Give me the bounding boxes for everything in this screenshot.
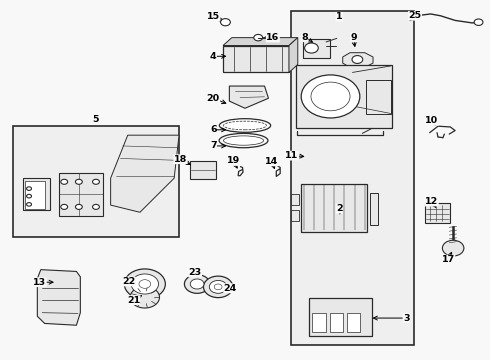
Bar xyxy=(292,12,414,345)
Circle shape xyxy=(139,280,151,288)
Bar xyxy=(369,193,378,225)
Circle shape xyxy=(61,179,68,184)
Polygon shape xyxy=(289,38,298,72)
Bar xyxy=(292,211,299,221)
Circle shape xyxy=(220,19,230,26)
Text: 19: 19 xyxy=(227,157,240,166)
Circle shape xyxy=(61,204,68,210)
Text: 24: 24 xyxy=(224,284,237,293)
Circle shape xyxy=(75,204,82,210)
Text: 22: 22 xyxy=(122,277,135,286)
Text: 15: 15 xyxy=(207,12,220,21)
Bar xyxy=(330,313,343,332)
Text: 14: 14 xyxy=(265,157,278,166)
Bar xyxy=(296,65,392,128)
Bar xyxy=(301,184,367,232)
Text: 5: 5 xyxy=(93,115,99,124)
Text: 21: 21 xyxy=(127,296,140,305)
Bar xyxy=(223,45,289,72)
Circle shape xyxy=(254,35,263,41)
Polygon shape xyxy=(37,270,80,325)
Text: 20: 20 xyxy=(207,94,220,103)
Polygon shape xyxy=(229,86,269,108)
Text: 3: 3 xyxy=(403,314,410,323)
Circle shape xyxy=(352,55,363,63)
Text: 11: 11 xyxy=(285,151,298,160)
Text: 6: 6 xyxy=(210,125,217,134)
Circle shape xyxy=(130,287,159,308)
Bar xyxy=(313,313,326,332)
Bar xyxy=(309,298,372,336)
Text: 18: 18 xyxy=(174,155,187,164)
Circle shape xyxy=(75,179,82,184)
Circle shape xyxy=(301,75,360,118)
Circle shape xyxy=(209,280,227,293)
Circle shape xyxy=(184,275,210,293)
Bar xyxy=(366,80,391,114)
Bar xyxy=(425,203,450,223)
Circle shape xyxy=(93,204,99,210)
Bar xyxy=(59,173,103,216)
Bar xyxy=(303,40,330,58)
Bar xyxy=(346,313,360,332)
Circle shape xyxy=(26,187,31,190)
Circle shape xyxy=(26,203,31,206)
Text: 4: 4 xyxy=(210,52,217,61)
Bar xyxy=(190,161,216,179)
Text: 23: 23 xyxy=(189,268,202,277)
Text: 1: 1 xyxy=(336,12,343,21)
Ellipse shape xyxy=(223,121,267,130)
Polygon shape xyxy=(223,38,298,45)
Text: 25: 25 xyxy=(409,11,421,20)
Circle shape xyxy=(26,194,31,198)
Text: 2: 2 xyxy=(336,204,343,213)
Polygon shape xyxy=(111,135,179,212)
Text: 8: 8 xyxy=(301,33,308,42)
Ellipse shape xyxy=(223,136,264,145)
Circle shape xyxy=(190,279,204,289)
Polygon shape xyxy=(343,53,373,67)
Circle shape xyxy=(131,274,159,294)
Text: 7: 7 xyxy=(210,141,217,150)
Text: 9: 9 xyxy=(350,33,357,42)
Circle shape xyxy=(203,276,233,298)
Text: 16: 16 xyxy=(266,33,279,42)
Circle shape xyxy=(474,19,483,26)
Circle shape xyxy=(305,43,318,53)
Bar xyxy=(13,126,179,237)
Bar xyxy=(25,181,45,209)
Text: 10: 10 xyxy=(425,116,438,125)
Circle shape xyxy=(214,284,222,290)
Circle shape xyxy=(124,269,165,299)
Circle shape xyxy=(93,179,99,184)
Text: 12: 12 xyxy=(425,197,438,206)
Text: 17: 17 xyxy=(441,255,455,264)
Bar xyxy=(292,194,299,205)
Bar xyxy=(23,178,49,211)
Circle shape xyxy=(442,240,464,256)
Text: 13: 13 xyxy=(33,278,47,287)
